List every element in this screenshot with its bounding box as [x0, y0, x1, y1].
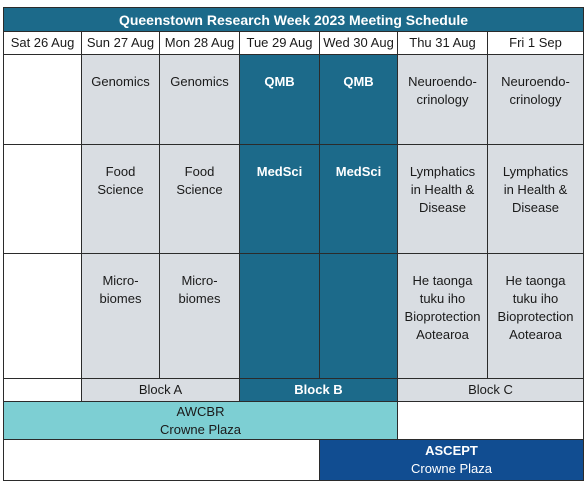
- session-cell-r2-c6-text: He taonga tuku iho Bioprotection Aotearo…: [497, 273, 574, 342]
- session-cell-r2-c2: Micro- biomes: [160, 254, 240, 379]
- session-cell-r1-c2: Food Science: [160, 145, 240, 254]
- session-cell-r1-c1: Food Science: [82, 145, 160, 254]
- awcbr-meeting: AWCBR Crowne Plaza: [4, 402, 398, 440]
- block-b-text: Block B: [294, 382, 343, 397]
- session-cell-r0-c1-text: Genomics: [91, 74, 150, 89]
- session-cell-r0-c4-text: QMB: [343, 74, 374, 89]
- session-cell-r0-c4: QMB: [320, 55, 398, 145]
- session-cell-r1-c5: Lymphatics in Health & Disease: [398, 145, 488, 254]
- block-c-text: Block C: [468, 382, 513, 397]
- day-header-0-text: Sat 26 Aug: [10, 35, 75, 50]
- session-cell-r0-c5-text: Neuroendo- crinology: [408, 74, 477, 107]
- session-cell-r1-c5-text: Lymphatics in Health & Disease: [409, 164, 476, 215]
- awcbr-venue: Crowne Plaza: [160, 421, 241, 437]
- block-a: Block A: [82, 379, 240, 402]
- session-cell-r2-c0: [4, 254, 82, 379]
- day-header-5: Thu 31 Aug: [398, 32, 488, 55]
- session-cell-r1-c3: MedSci: [240, 145, 320, 254]
- day-header-6: Fri 1 Sep: [488, 32, 584, 55]
- session-cell-r1-c6-text: Lymphatics in Health & Disease: [502, 164, 569, 215]
- session-cell-r1-c0: [4, 145, 82, 254]
- ascept-empty: [4, 440, 320, 481]
- session-cell-r2-c4: [320, 254, 398, 379]
- session-cell-r0-c3-text: QMB: [264, 74, 295, 89]
- session-cell-r1-c1-text: Food Science: [97, 164, 144, 197]
- session-cell-r2-c6: He taonga tuku iho Bioprotection Aotearo…: [488, 254, 584, 379]
- day-header-0: Sat 26 Aug: [4, 32, 82, 55]
- day-header-1-text: Sun 27 Aug: [86, 35, 155, 50]
- session-cell-r0-c1: Genomics: [82, 55, 160, 145]
- block-c: Block C: [398, 379, 584, 402]
- day-header-2: Mon 28 Aug: [160, 32, 240, 55]
- block-a-text: Block A: [138, 382, 183, 397]
- session-cell-r0-c2-text: Genomics: [170, 74, 229, 89]
- session-cell-r0-c2: Genomics: [160, 55, 240, 145]
- day-header-1: Sun 27 Aug: [82, 32, 160, 55]
- session-cell-r2-c3: [240, 254, 320, 379]
- session-cell-r2-c5-text: He taonga tuku iho Bioprotection Aotearo…: [404, 273, 481, 342]
- session-cell-r2-c1-text: Micro- biomes: [99, 273, 142, 306]
- session-cell-r0-c5: Neuroendo- crinology: [398, 55, 488, 145]
- ascept-name: ASCEPT: [425, 443, 478, 458]
- schedule-title-text: Queenstown Research Week 2023 Meeting Sc…: [118, 11, 469, 28]
- day-header-3: Tue 29 Aug: [240, 32, 320, 55]
- block-b: Block B: [240, 379, 398, 402]
- day-header-5-text: Thu 31 Aug: [409, 35, 476, 50]
- ascept-venue: Crowne Plaza: [411, 461, 492, 476]
- day-header-2-text: Mon 28 Aug: [164, 35, 235, 50]
- session-cell-r1-c6: Lymphatics in Health & Disease: [488, 145, 584, 254]
- session-cell-r1-c2-text: Food Science: [176, 164, 223, 197]
- session-cell-r2-c5: He taonga tuku iho Bioprotection Aotearo…: [398, 254, 488, 379]
- ascept-meeting: ASCEPT Crowne Plaza: [320, 440, 584, 481]
- schedule-title: Queenstown Research Week 2023 Meeting Sc…: [4, 8, 584, 32]
- block-empty: [4, 379, 82, 402]
- awcbr-empty: [398, 402, 584, 440]
- session-cell-r0-c6-text: Neuroendo- crinology: [501, 74, 570, 107]
- day-header-4-text: Wed 30 Aug: [323, 35, 394, 50]
- day-header-3-text: Tue 29 Aug: [246, 35, 313, 50]
- session-cell-r1-c3-text: MedSci: [256, 164, 303, 179]
- awcbr-name: AWCBR: [176, 403, 225, 419]
- session-cell-r1-c4: MedSci: [320, 145, 398, 254]
- session-cell-r0-c3: QMB: [240, 55, 320, 145]
- session-cell-r1-c4-text: MedSci: [335, 164, 382, 179]
- session-cell-r0-c6: Neuroendo- crinology: [488, 55, 584, 145]
- day-header-4: Wed 30 Aug: [320, 32, 398, 55]
- session-cell-r2-c2-text: Micro- biomes: [178, 273, 221, 306]
- day-header-6-text: Fri 1 Sep: [509, 35, 562, 50]
- session-cell-r2-c1: Micro- biomes: [82, 254, 160, 379]
- session-cell-r0-c0: [4, 55, 82, 145]
